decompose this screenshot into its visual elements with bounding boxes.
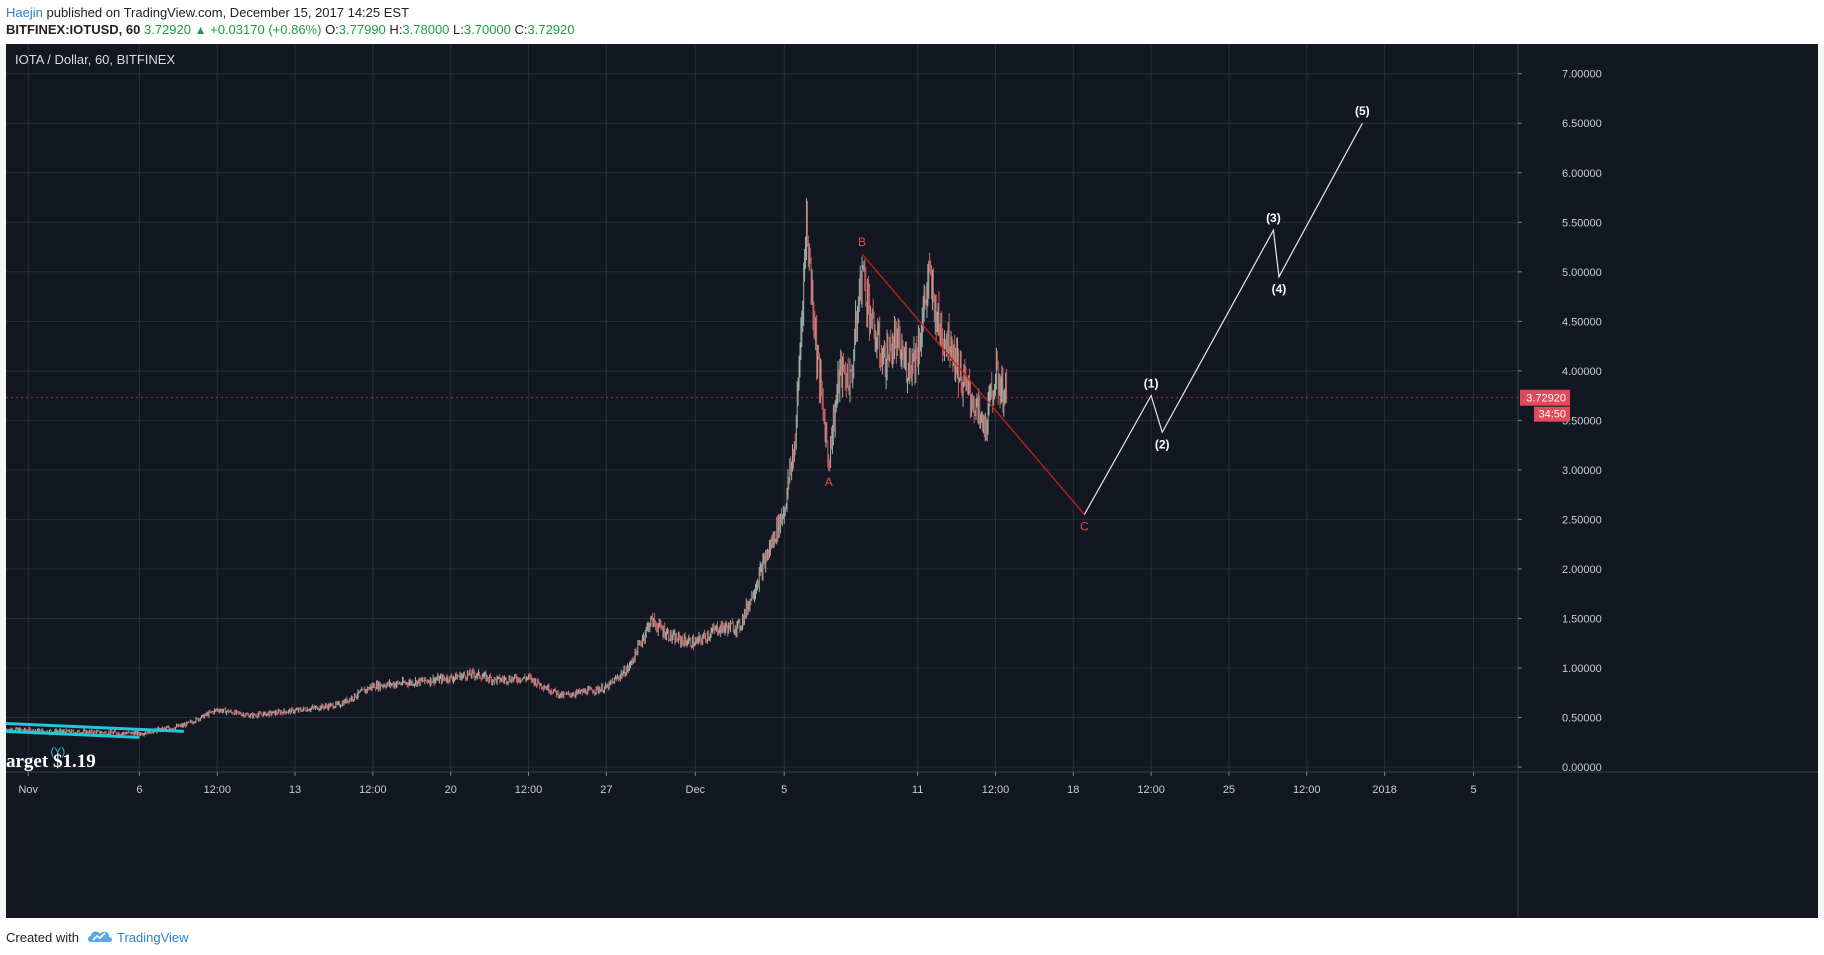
trendline (6, 721, 184, 733)
y-tick-label: 0.50000 (1562, 713, 1602, 725)
x-tick-label: 2018 (1372, 784, 1396, 796)
low-label: L: (453, 22, 464, 37)
target-annotation: arget $1.19 (6, 751, 96, 772)
wave-label: B (858, 235, 866, 249)
x-tick-label: 5 (1470, 784, 1476, 796)
y-tick-label: 5.00000 (1562, 267, 1602, 279)
created-with-label: Created with (6, 930, 79, 945)
open-label: O: (325, 22, 339, 37)
y-tick-label: 5.50000 (1562, 217, 1602, 229)
low-value: 3.70000 (463, 22, 511, 37)
y-tick-label: 0.00000 (1562, 762, 1602, 774)
last-price: 3.72920 (143, 22, 191, 37)
y-tick-label: 6.50000 (1562, 118, 1602, 130)
abc-wave-line (861, 253, 1085, 515)
chart-panel[interactable]: 0.00000 0.50000 1.00000 1.50000 2.00000 2.500… (6, 44, 1818, 918)
chart-canvas[interactable]: 0.00000 0.50000 1.00000 1.50000 2.00000 2.500… (6, 44, 1818, 918)
published-text: published on TradingView.com, December 1… (46, 5, 410, 20)
wave-label: (4) (1272, 282, 1287, 296)
countdown-badge (1534, 406, 1570, 422)
current-price-badge (1520, 389, 1570, 406)
small-wave-label: (Y) (50, 746, 65, 758)
header: Haejin published on TradingView.com, Dec… (0, 0, 1824, 44)
x-tick-label: 11 (912, 784, 923, 796)
author-link[interactable]: Haejin (6, 5, 43, 20)
high-label: H: (389, 22, 403, 37)
trendline (6, 729, 140, 739)
y-tick-label: 7.00000 (1562, 69, 1602, 81)
wave-label: (1) (1144, 377, 1159, 391)
x-tick-label: 6 (136, 784, 142, 796)
y-tick-label: 4.00000 (1562, 366, 1602, 378)
close-label: C: (514, 22, 528, 37)
x-tick-label: 12:00 (359, 784, 387, 796)
y-tick-label: 2.50000 (1562, 514, 1602, 526)
y-tick-label: 2.00000 (1562, 564, 1602, 576)
footer: Created with TradingView (0, 918, 1824, 955)
y-tick-label: 3.00000 (1562, 465, 1602, 477)
x-tick-label: Dec (686, 784, 706, 796)
close-value: 3.72920 (527, 22, 575, 37)
open-value: 3.77990 (338, 22, 386, 37)
x-tick-label: 12:00 (515, 784, 543, 796)
wave-label: C (1080, 519, 1089, 533)
symbol-name: BITFINEX:IOTUSD, 60 (6, 22, 141, 37)
x-tick-label: Nov (18, 784, 38, 796)
projection-path (1083, 122, 1363, 515)
x-tick-label: 12:00 (982, 784, 1010, 796)
high-value: 3.78000 (402, 22, 450, 37)
y-tick-label: 4.50000 (1562, 316, 1602, 328)
countdown-text: 34:50 (1538, 409, 1566, 421)
y-tick-label: 1.00000 (1562, 663, 1602, 675)
x-tick-label: 25 (1223, 784, 1235, 796)
x-tick-label: 12:00 (1137, 784, 1165, 796)
x-tick-label: 13 (289, 784, 301, 796)
x-tick-label: 12:00 (203, 784, 231, 796)
x-tick-label: 20 (445, 784, 457, 796)
y-tick-label: 3.50000 (1562, 415, 1602, 427)
wave-label: (5) (1355, 104, 1370, 118)
wave-label: (3) (1266, 211, 1281, 225)
x-tick-label: 18 (1067, 784, 1079, 796)
x-tick-label: 5 (781, 784, 787, 796)
up-arrow-icon: ▲ (194, 23, 207, 37)
tradingview-cloud-icon (88, 931, 112, 942)
wave-label: A (825, 475, 833, 489)
current-price-text: 3.72920 (1526, 393, 1566, 405)
symbol-info: BITFINEX:IOTUSD, 60 3.72920 ▲ +0.03170 (… (6, 22, 575, 38)
y-tick-label: 6.00000 (1562, 168, 1602, 180)
wave-label: (2) (1155, 437, 1170, 451)
x-tick-label: 27 (600, 784, 612, 796)
tradingview-link[interactable]: TradingView (117, 930, 189, 945)
chart-title: IOTA / Dollar, 60, BITFINEX (15, 52, 176, 67)
x-tick-label: 12:00 (1293, 784, 1321, 796)
price-change: +0.03170 (+0.86%) (210, 22, 322, 37)
y-tick-label: 1.50000 (1562, 613, 1602, 625)
publish-info: Haejin published on TradingView.com, Dec… (6, 5, 409, 21)
